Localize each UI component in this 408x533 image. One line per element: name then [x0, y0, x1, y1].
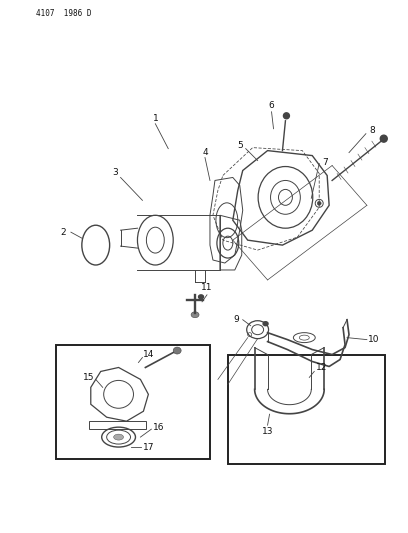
Ellipse shape	[173, 347, 181, 354]
Text: 10: 10	[368, 335, 379, 344]
Ellipse shape	[380, 135, 387, 142]
Text: 17: 17	[143, 442, 154, 451]
Ellipse shape	[263, 322, 268, 326]
Text: 3: 3	[113, 168, 118, 177]
Text: 5: 5	[237, 141, 243, 150]
Ellipse shape	[113, 434, 124, 440]
Text: 1: 1	[153, 114, 158, 123]
Text: 15: 15	[83, 373, 95, 382]
Bar	[228, 354, 385, 464]
Text: 13: 13	[262, 426, 273, 435]
Ellipse shape	[191, 312, 199, 318]
Text: 6: 6	[268, 101, 275, 110]
Text: 8: 8	[369, 126, 375, 135]
Text: 4: 4	[202, 148, 208, 157]
Text: 9: 9	[233, 315, 239, 324]
Text: 4107  1986 D: 4107 1986 D	[36, 9, 92, 18]
Text: 14: 14	[143, 350, 154, 359]
Text: 2: 2	[60, 228, 66, 237]
Bar	[56, 345, 210, 459]
Ellipse shape	[317, 201, 321, 205]
Ellipse shape	[284, 113, 289, 119]
Text: 7: 7	[322, 158, 328, 167]
Text: 12: 12	[315, 363, 327, 372]
Text: 11: 11	[201, 284, 213, 293]
Text: 16: 16	[153, 423, 164, 432]
Ellipse shape	[199, 295, 204, 299]
